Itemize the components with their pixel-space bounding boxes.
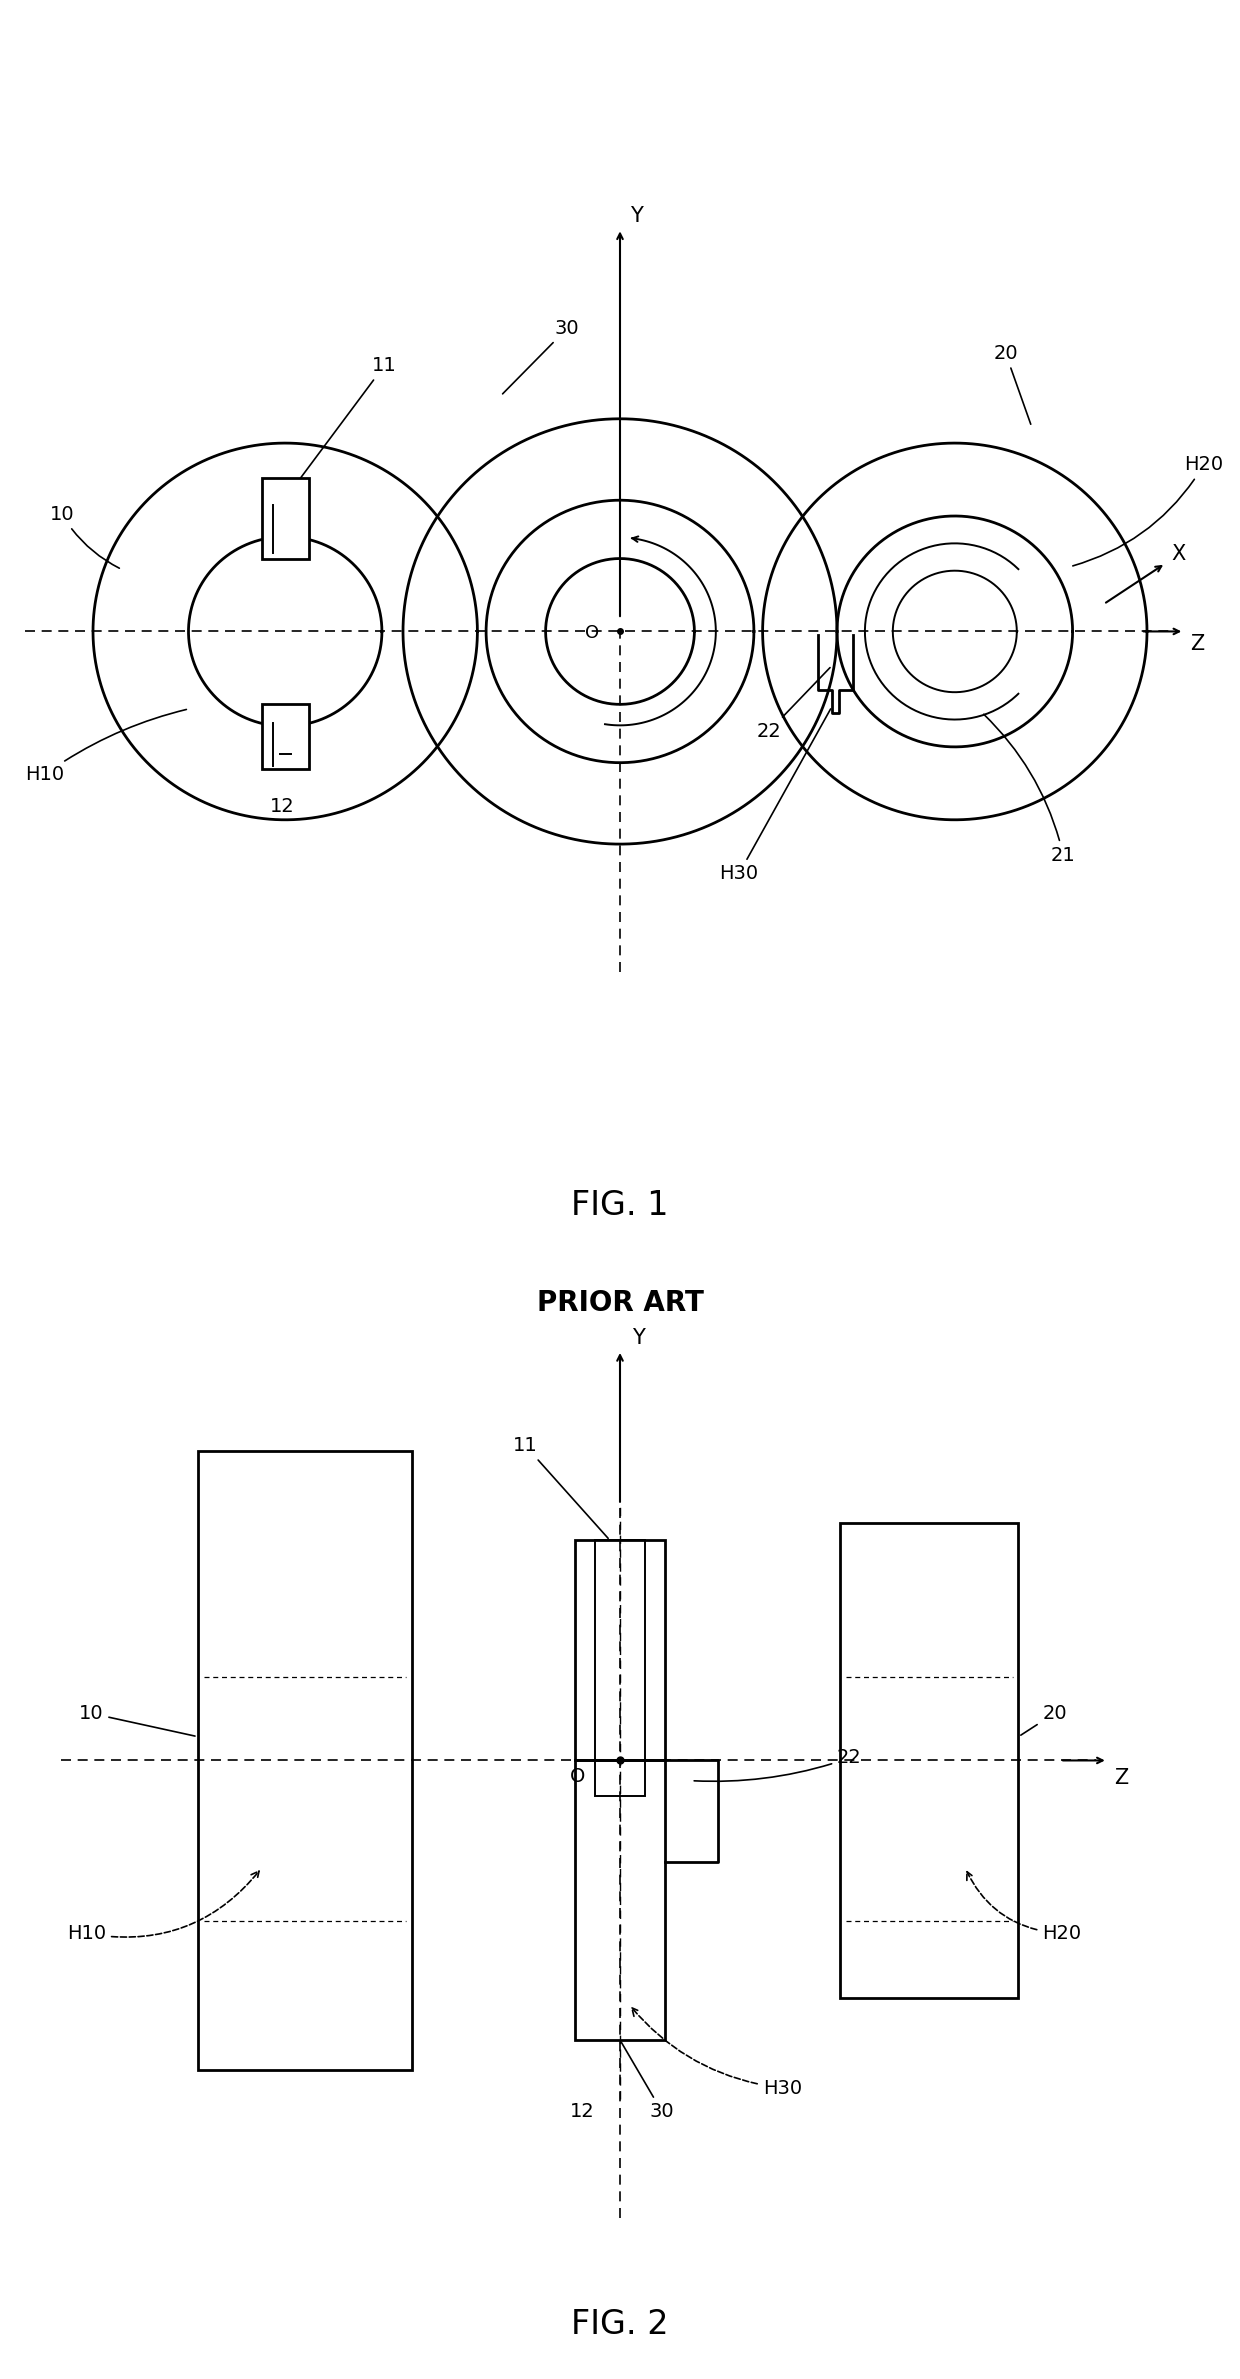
Text: H30: H30 [632,2008,802,2098]
Text: 10: 10 [50,504,119,569]
Text: FIG. 1: FIG. 1 [572,1190,668,1223]
Text: 11: 11 [286,357,397,497]
Text: 12: 12 [270,797,295,816]
Text: 21: 21 [983,714,1075,866]
Bar [575,1542,665,1760]
Text: X: X [1172,542,1185,564]
Text: 22: 22 [694,1749,862,1782]
Text: H20: H20 [967,1872,1081,1944]
Bar [262,478,309,559]
Text: O: O [585,623,599,642]
Text: Z: Z [1190,635,1204,654]
Text: H10: H10 [67,1872,259,1944]
Text: 12: 12 [569,2103,594,2122]
Text: H20: H20 [1073,454,1224,566]
Text: 30: 30 [502,319,579,395]
Bar [839,1523,1018,1998]
Bar [262,704,309,768]
Bar [595,1542,645,1796]
Text: H10: H10 [25,709,186,785]
Text: Y: Y [632,1327,645,1349]
Text: H30: H30 [719,709,831,883]
Text: 22: 22 [756,668,830,740]
Text: 11: 11 [513,1437,608,1539]
Bar [197,1451,412,2070]
Text: O: O [570,1768,585,1787]
Text: PRIOR ART: PRIOR ART [537,1289,703,1316]
Text: 30: 30 [621,2044,675,2122]
Text: FIG. 2: FIG. 2 [572,2308,668,2341]
Bar [575,1760,665,2041]
Text: 10: 10 [79,1703,195,1737]
Text: 20: 20 [1021,1703,1066,1734]
Text: 20: 20 [993,343,1030,423]
Text: Z: Z [1114,1768,1128,1789]
Text: Y: Y [630,207,642,226]
